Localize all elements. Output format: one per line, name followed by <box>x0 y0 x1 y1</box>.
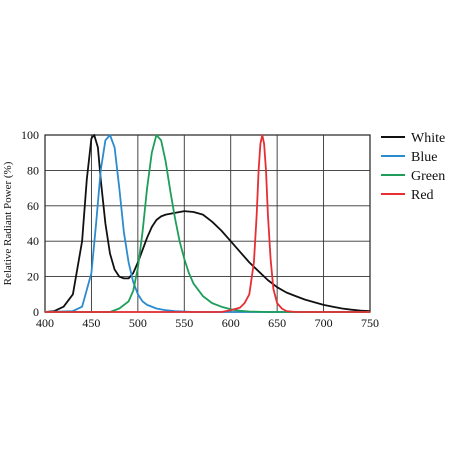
series-line-blue <box>44 134 370 313</box>
y-tick-label: 40 <box>27 234 39 248</box>
x-tick-label: 650 <box>268 316 286 330</box>
x-tick-label: 700 <box>315 316 333 330</box>
y-tick-label: 0 <box>33 305 39 319</box>
y-tick-label: 60 <box>27 199 39 213</box>
x-tick-label: 400 <box>36 316 54 330</box>
y-axis-label: Relative Radiant Power (%) <box>2 161 14 285</box>
legend-label-red: Red <box>411 188 434 203</box>
x-tick-label: 550 <box>175 316 193 330</box>
legend-label-white: White <box>411 131 445 146</box>
y-tick-label: 20 <box>27 270 39 284</box>
x-tick-label: 750 <box>361 316 379 330</box>
legend-label-green: Green <box>411 169 445 184</box>
x-tick-label: 450 <box>82 316 100 330</box>
series-line-white <box>44 134 371 313</box>
legend-label-blue: Blue <box>411 150 437 165</box>
x-tick-label: 600 <box>222 316 240 330</box>
y-tick-label: 80 <box>27 163 39 177</box>
plot-frame <box>44 134 371 313</box>
series-line-red <box>45 134 370 313</box>
series-line-green <box>45 134 370 313</box>
x-tick-label: 500 <box>129 316 147 330</box>
y-tick-label: 100 <box>21 128 39 142</box>
